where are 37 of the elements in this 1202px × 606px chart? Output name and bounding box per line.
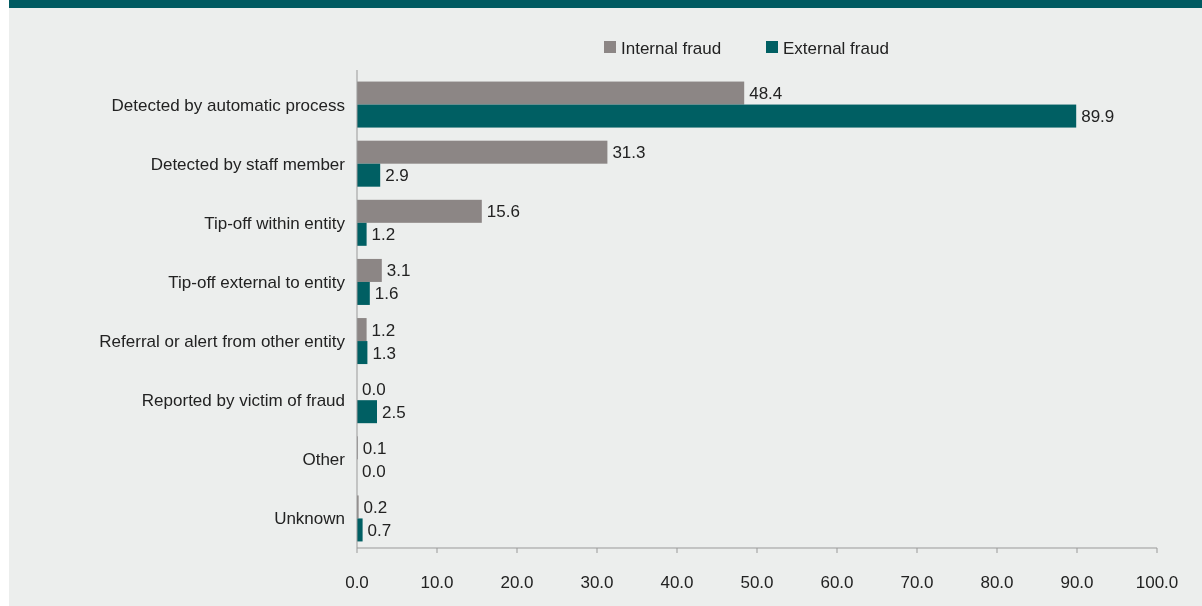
x-tick-label: 0.0	[345, 573, 369, 592]
x-tick-label: 80.0	[980, 573, 1014, 592]
data-label: 48.4	[749, 84, 783, 104]
data-label: 15.6	[486, 202, 520, 222]
data-label: 1.2	[371, 320, 396, 340]
legend-label: Internal fraud	[621, 39, 722, 58]
x-tick-label: 70.0	[900, 573, 934, 592]
y-tick-label: Unknown	[274, 509, 345, 529]
x-tick-label: 10.0	[420, 573, 454, 592]
x-tick-label: 20.0	[500, 573, 534, 592]
y-tick-label: Reported by victim of fraud	[141, 391, 345, 411]
data-label: 0.0	[362, 461, 386, 481]
data-label: 1.3	[372, 343, 397, 363]
y-tick-label: Tip-off external to entity	[168, 272, 346, 292]
data-label: 3.1	[386, 261, 411, 281]
y-tick-label: Tip-off within entity	[204, 213, 346, 233]
legend-label: External fraud	[783, 39, 889, 58]
data-label: 0.0	[362, 379, 386, 399]
data-label: 1.6	[374, 284, 399, 304]
data-label: 2.5	[382, 402, 406, 422]
data-label: 0.7	[367, 520, 392, 540]
x-tick-label: 30.0	[580, 573, 614, 592]
data-label: 0.2	[363, 497, 388, 517]
data-label: 2.9	[385, 166, 409, 186]
y-tick-label: Referral or alert from other entity	[99, 332, 346, 352]
data-label: 1.2	[371, 225, 396, 245]
data-label: 31.3	[612, 143, 646, 163]
x-tick-label: 60.0	[820, 573, 854, 592]
x-tick-label: 40.0	[660, 573, 694, 592]
x-tick-label: 90.0	[1060, 573, 1094, 592]
data-label: 89.9	[1081, 107, 1115, 127]
y-tick-label: Detected by staff member	[150, 154, 346, 174]
data-label: 0.1	[362, 438, 387, 458]
x-tick-label: 50.0	[740, 573, 774, 592]
y-tick-label: Detected by automatic process	[111, 95, 345, 115]
y-tick-label: Other	[302, 450, 346, 470]
x-tick-label: 100.0	[1135, 573, 1179, 592]
